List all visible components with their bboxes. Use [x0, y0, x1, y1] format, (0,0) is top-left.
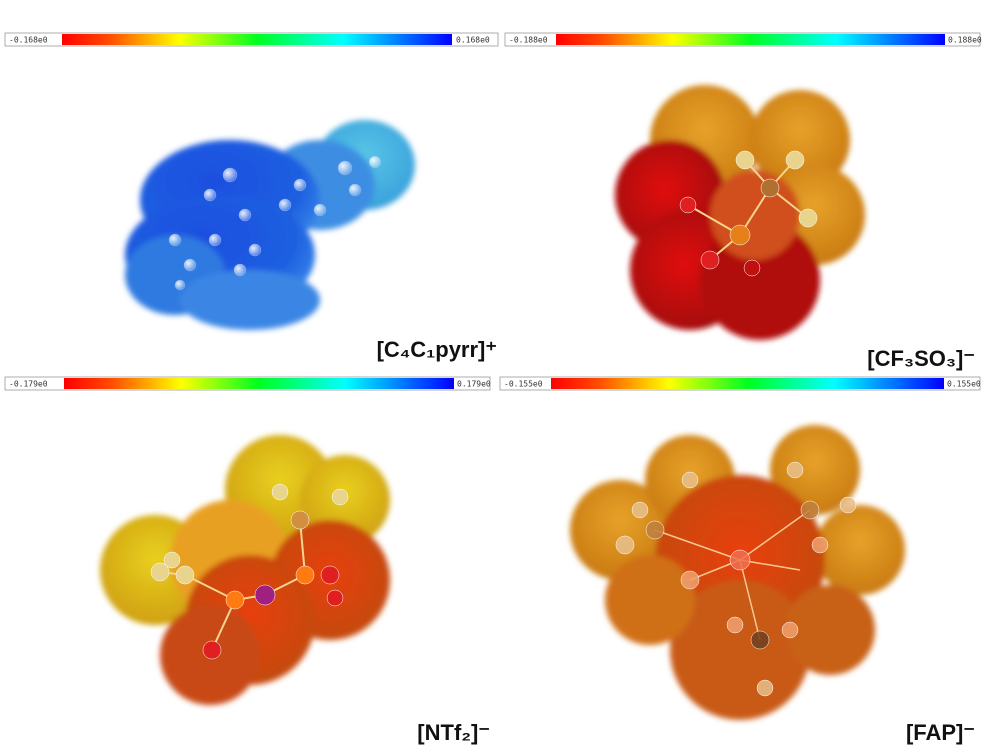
molecule-surface [615, 85, 865, 340]
color-scale: -0.155e0 0.155e0 [500, 377, 981, 390]
molecule-surface [100, 435, 390, 705]
color-scale: -0.179e0 0.179e0 [5, 377, 491, 390]
color-scale: -0.188e0 0.188e0 [505, 33, 982, 46]
ion-label: [C₄C₁pyrr]⁺ [377, 337, 497, 362]
scale-min: -0.155e0 [504, 380, 543, 389]
ion-label: [FAP]⁻ [906, 720, 975, 745]
ion-label: [CF₃SO₃]⁻ [867, 346, 975, 371]
molecule-surface [125, 120, 415, 330]
scale-min: -0.188e0 [509, 36, 548, 45]
scale-max: 0.179e0 [457, 380, 491, 389]
ion-label: [NTf₂]⁻ [417, 720, 490, 745]
figure: -0.168e0 0.168e0 -0.188e0 0.188e0 -0.179… [0, 0, 984, 754]
scale-max: 0.188e0 [948, 36, 982, 45]
scale-max: 0.168e0 [456, 36, 490, 45]
molecule-surface [570, 425, 905, 720]
scale-min: -0.168e0 [9, 36, 48, 45]
scale-max: 0.155e0 [947, 380, 981, 389]
color-scale: -0.168e0 0.168e0 [5, 33, 498, 46]
scale-min: -0.179e0 [9, 380, 48, 389]
